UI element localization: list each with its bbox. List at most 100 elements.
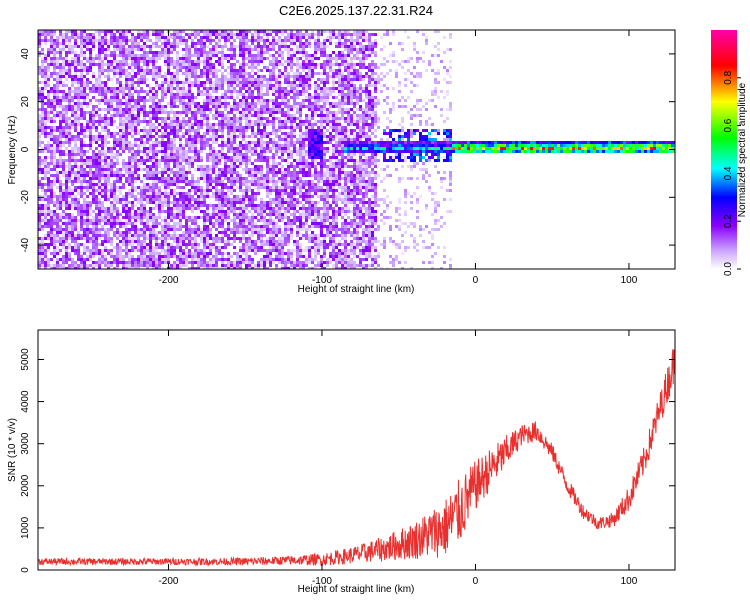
heatmap-cell [59,225,62,228]
heatmap-cell [257,99,260,102]
heatmap-cell [86,171,89,174]
heatmap-cell [200,138,203,141]
heatmap-cell [254,141,257,144]
heatmap-cell [179,177,182,180]
heatmap-cell [236,144,239,147]
heatmap-cell [173,45,176,48]
heatmap-cell [170,138,173,141]
heatmap-cell [158,261,161,264]
heatmap-cell [134,198,137,201]
heatmap-cell [164,195,167,198]
heatmap-cell [119,138,122,141]
heatmap-cell [269,249,272,252]
heatmap-cell [140,78,143,81]
heatmap-cell [104,228,107,231]
heatmap-cell [38,252,41,255]
heatmap-cell [260,48,263,51]
heatmap-cell [50,225,53,228]
heatmap-cell [146,201,149,204]
heatmap-cell [44,261,47,264]
heatmap-cell [239,186,242,189]
heatmap-cell [260,207,263,210]
heatmap-cell [122,63,125,66]
heatmap-cell [173,192,176,195]
heatmap-cell [242,249,245,252]
heatmap-cell [53,213,56,216]
heatmap-cell [158,87,161,90]
heatmap-cell [38,243,41,246]
heatmap-cell [146,150,149,153]
heatmap-cell [182,252,185,255]
heatmap-cell [248,219,251,222]
heatmap-cell [80,195,83,198]
heatmap-cell [116,249,119,252]
heatmap-cell [257,228,260,231]
heatmap-cell [254,192,257,195]
heatmap-cell [104,258,107,261]
heatmap-cell [50,174,53,177]
heatmap-cell [74,51,77,54]
heatmap-cell [260,96,263,99]
heatmap-cell [164,225,167,228]
heatmap-cell [263,255,266,258]
heatmap-cell [218,267,221,269]
heatmap-cell [269,240,272,243]
heatmap-cell [71,30,74,33]
heatmap-cell [188,138,191,141]
heatmap-cell [80,186,83,189]
heatmap-cell [92,192,95,195]
heatmap-cell [254,123,257,126]
heatmap-cell [128,57,131,60]
heatmap-cell [200,189,203,192]
heatmap-cell [143,132,146,135]
heatmap-cell [173,39,176,42]
heatmap-cell [176,171,179,174]
heatmap-cell [155,267,158,269]
heatmap-cell [107,234,110,237]
heatmap-cell [170,60,173,63]
heatmap-cell [101,243,104,246]
heatmap-cell [239,99,242,102]
heatmap-cell [140,96,143,99]
heatmap-cell [53,138,56,141]
heatmap-cell [92,255,95,258]
heatmap-cell [254,153,257,156]
heatmap-cell [194,186,197,189]
heatmap-cell [188,84,191,87]
heatmap-cell [245,192,248,195]
heatmap-cell [260,135,263,138]
heatmap-cell [227,213,230,216]
heatmap-cell [224,39,227,42]
heatmap-cell [89,204,92,207]
heatmap-cell [206,153,209,156]
heatmap-cell [77,87,80,90]
heatmap-cell [269,177,272,180]
heatmap-cell [65,240,68,243]
heatmap-cell [146,195,149,198]
heatmap-cell [107,54,110,57]
heatmap-cell [233,39,236,42]
heatmap-cell [200,84,203,87]
heatmap-cell [89,87,92,90]
heatmap-cell [248,204,251,207]
heatmap-cell [137,42,140,45]
heatmap-cell [101,81,104,84]
heatmap-cell [122,108,125,111]
heatmap-cell [179,228,182,231]
heatmap-cell [80,132,83,135]
heatmap-cell [194,150,197,153]
heatmap-cell [275,102,278,105]
heatmap-cell [194,81,197,84]
heatmap-cell [98,183,101,186]
heatmap-cell [221,60,224,63]
heatmap-cell [38,141,41,144]
heatmap-cell [38,30,41,33]
heatmap-cell [227,156,230,159]
heatmap-cell [170,132,173,135]
heatmap-cell [269,231,272,234]
heatmap-cell [122,141,125,144]
heatmap-cell [236,123,239,126]
heatmap-cell [236,69,239,72]
heatmap-cell [179,180,182,183]
heatmap-cell [101,171,104,174]
